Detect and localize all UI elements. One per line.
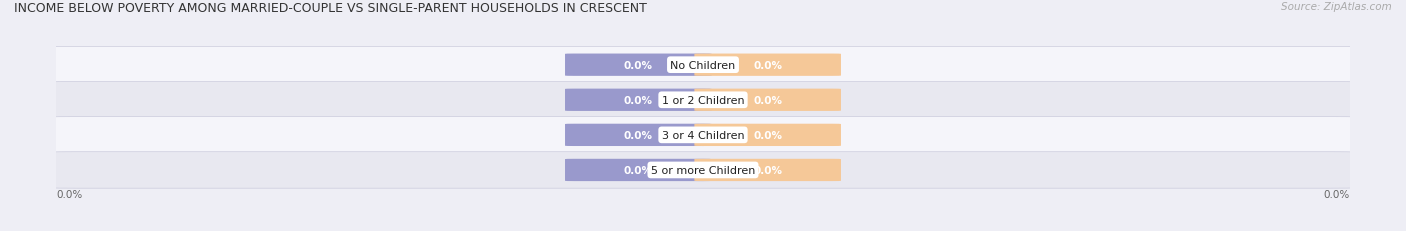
Text: 3 or 4 Children: 3 or 4 Children <box>662 130 744 140</box>
FancyBboxPatch shape <box>695 159 841 181</box>
FancyBboxPatch shape <box>35 82 1371 119</box>
Text: 0.0%: 0.0% <box>1323 189 1350 199</box>
Text: 0.0%: 0.0% <box>624 130 652 140</box>
FancyBboxPatch shape <box>35 117 1371 153</box>
FancyBboxPatch shape <box>35 47 1371 84</box>
Text: 5 or more Children: 5 or more Children <box>651 165 755 175</box>
Text: Source: ZipAtlas.com: Source: ZipAtlas.com <box>1281 2 1392 12</box>
Text: 0.0%: 0.0% <box>624 165 652 175</box>
Text: INCOME BELOW POVERTY AMONG MARRIED-COUPLE VS SINGLE-PARENT HOUSEHOLDS IN CRESCEN: INCOME BELOW POVERTY AMONG MARRIED-COUPL… <box>14 2 647 15</box>
Text: 0.0%: 0.0% <box>754 165 782 175</box>
FancyBboxPatch shape <box>695 54 841 76</box>
Text: 0.0%: 0.0% <box>754 130 782 140</box>
FancyBboxPatch shape <box>695 89 841 111</box>
FancyBboxPatch shape <box>565 89 711 111</box>
FancyBboxPatch shape <box>565 159 711 181</box>
Text: 0.0%: 0.0% <box>624 61 652 70</box>
Text: 1 or 2 Children: 1 or 2 Children <box>662 95 744 105</box>
Text: No Children: No Children <box>671 61 735 70</box>
FancyBboxPatch shape <box>695 124 841 146</box>
Text: 0.0%: 0.0% <box>56 189 83 199</box>
FancyBboxPatch shape <box>565 54 711 76</box>
Text: 0.0%: 0.0% <box>754 95 782 105</box>
FancyBboxPatch shape <box>35 152 1371 188</box>
FancyBboxPatch shape <box>565 124 711 146</box>
Text: 0.0%: 0.0% <box>754 61 782 70</box>
Text: 0.0%: 0.0% <box>624 95 652 105</box>
